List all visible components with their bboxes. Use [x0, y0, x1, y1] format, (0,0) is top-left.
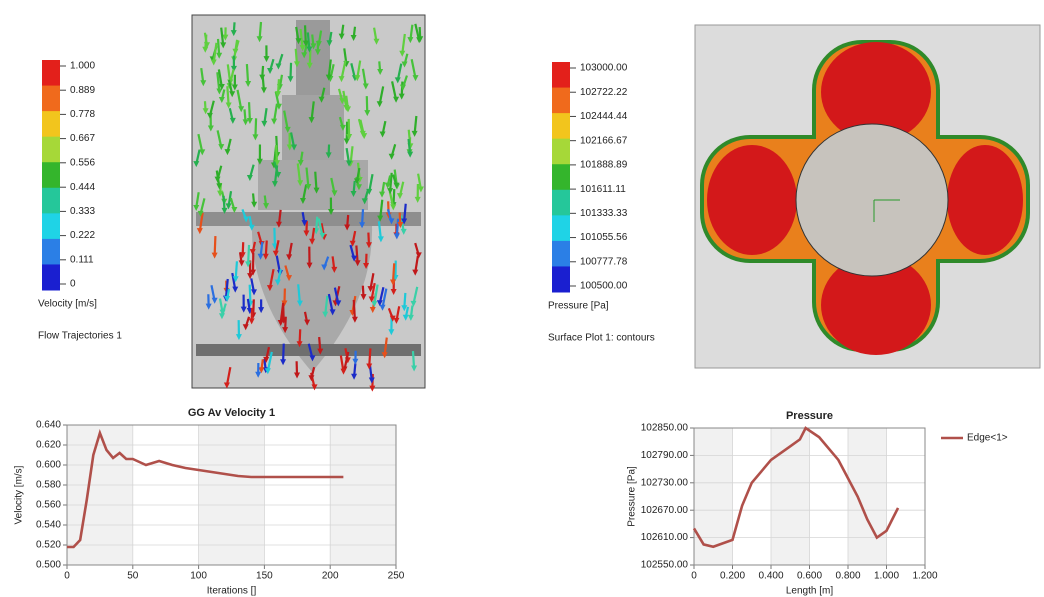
colorbar-tick-label: 0.778: [70, 109, 95, 120]
y-tick-label: 0.540: [36, 520, 61, 531]
x-tick-label: 50: [127, 571, 139, 582]
x-axis-label: Length [m]: [786, 586, 833, 597]
colorbar-tick-label: 0.111: [70, 254, 94, 265]
x-tick-label: 0: [691, 571, 697, 582]
x-tick-label: 0.400: [758, 571, 783, 582]
flow-arrowhead: [369, 386, 375, 392]
colorbar-band: [552, 139, 570, 165]
colorbar-band: [552, 215, 570, 241]
colorbar-tick-label: 101611.11: [580, 184, 626, 195]
colorbar-band: [552, 241, 570, 267]
x-axis-label: Iterations []: [207, 586, 257, 597]
colorbar-band: [42, 162, 60, 188]
chart-title: GG Av Velocity 1: [188, 407, 275, 419]
colorbar-tick-label: 100777.78: [580, 256, 628, 267]
colorbar-band: [42, 111, 60, 137]
colorbar-tick-label: 0.444: [70, 182, 95, 193]
y-axis-label: Velocity [m/s]: [14, 465, 25, 524]
chart-layer: 0.500 0.520 0.540 0.560 0.580 0.600 0.620 0.640…: [14, 407, 1008, 597]
colorbar-title: Velocity [m/s]: [38, 299, 97, 310]
x-tick-label: 1.200: [912, 571, 937, 582]
colorbar-band: [42, 60, 60, 86]
colorbar-tick-label: 102444.44: [580, 111, 628, 122]
colorbar-band: [42, 239, 60, 265]
x-tick-label: 0.200: [720, 571, 745, 582]
colorbar-caption: Surface Plot 1: contours: [548, 333, 655, 344]
colorbar-tick-label: 103000.00: [580, 63, 628, 74]
colorbar-band: [552, 113, 570, 139]
colorbar-tick-label: 0: [70, 279, 76, 290]
y-tick-label: 102550.00: [641, 560, 689, 571]
x-tick-label: 200: [322, 571, 339, 582]
x-tick-label: 150: [256, 571, 273, 582]
colorbar-band: [42, 137, 60, 163]
colorbar-band: [552, 190, 570, 216]
x-tick-label: 0: [64, 571, 70, 582]
plot-band: [771, 428, 810, 565]
y-tick-label: 0.560: [36, 500, 61, 511]
legend-label: Edge<1>: [967, 433, 1008, 444]
colorbar-band: [42, 264, 60, 290]
hub-disc: [796, 124, 948, 276]
y-tick-label: 0.600: [36, 460, 61, 471]
y-tick-label: 0.500: [36, 560, 61, 571]
y-tick-label: 102610.00: [641, 532, 689, 543]
y-tick-label: 0.640: [36, 420, 61, 431]
y-tick-label: 0.580: [36, 480, 61, 491]
x-tick-label: 100: [190, 571, 207, 582]
colorbar-band: [42, 213, 60, 239]
chart-title: Pressure: [786, 410, 833, 422]
y-axis-label: Pressure [Pa]: [627, 466, 638, 527]
colorbar-band: [42, 188, 60, 214]
colorbar-title: Pressure [Pa]: [548, 301, 609, 312]
colorbar-tick-label: 0.667: [70, 133, 95, 144]
plot-band: [848, 428, 887, 565]
x-tick-label: 0.800: [835, 571, 860, 582]
colorbar-tick-label: 0.889: [70, 85, 95, 96]
x-tick-label: 1.000: [874, 571, 899, 582]
colorbar-tick-label: 0.556: [70, 157, 95, 168]
colorbar-tick-label: 102722.22: [580, 87, 628, 98]
y-tick-label: 102670.00: [641, 505, 689, 516]
colorbar-tick-label: 1.000: [70, 61, 95, 72]
pressure-contour-image: [695, 25, 1040, 368]
x-tick-label: 250: [388, 571, 405, 582]
colorbar-caption: Flow Trajectories 1: [38, 331, 122, 342]
y-tick-label: 0.520: [36, 540, 61, 551]
y-tick-label: 102850.00: [641, 423, 689, 434]
colorbar-tick-label: 101055.56: [580, 232, 628, 243]
flow-trajectory-image: [192, 15, 425, 392]
colorbar-tick-label: 0.222: [70, 230, 95, 241]
colorbar-tick-label: 101333.33: [580, 208, 628, 219]
y-tick-label: 102790.00: [641, 450, 689, 461]
plot-band: [199, 425, 265, 565]
colorbar-band: [42, 86, 60, 112]
colorbar-band: [552, 88, 570, 114]
colorbar-tick-label: 100500.00: [580, 281, 628, 292]
colorbar-tick-label: 101888.89: [580, 160, 628, 171]
colorbar-tick-label: 0.333: [70, 206, 95, 217]
colorbar-band: [552, 266, 570, 292]
plot-band: [330, 425, 396, 565]
colorbar-band: [552, 62, 570, 88]
y-tick-label: 102730.00: [641, 477, 689, 488]
y-tick-label: 0.620: [36, 440, 61, 451]
x-tick-label: 0.600: [797, 571, 822, 582]
plot-band: [694, 428, 733, 565]
colorbar-band: [552, 164, 570, 190]
results-page: 1.000 0.889 0.778 0.667 0.556 0.444 0.333 0.222…: [0, 0, 1044, 597]
colorbar-tick-label: 102166.67: [580, 135, 628, 146]
